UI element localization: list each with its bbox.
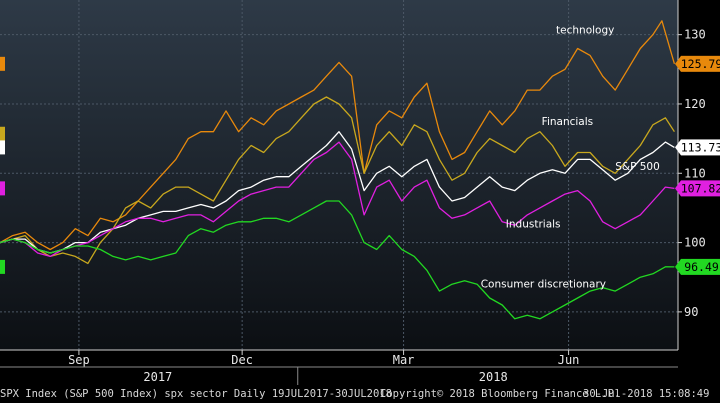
left-value-marker — [0, 181, 5, 196]
series-annotation: technology — [556, 24, 614, 36]
y-tick-label: 130 — [684, 28, 706, 42]
y-tick-label: 100 — [684, 236, 706, 250]
left-markers — [0, 56, 5, 274]
last-value-label: 107.82 — [681, 181, 720, 195]
left-value-marker — [0, 56, 5, 71]
y-tick-label: 90 — [684, 305, 698, 319]
year-label: 2017 — [143, 370, 172, 384]
x-tick-label: Jun — [558, 353, 580, 367]
series-annotation: S&P 500 — [615, 161, 660, 173]
last-value-label: 113.73 — [681, 140, 720, 154]
series-line — [0, 200, 675, 320]
left-value-marker — [0, 140, 5, 155]
last-value-pointer — [675, 180, 681, 197]
series-line — [0, 20, 676, 251]
y-tick-label: 120 — [684, 97, 706, 111]
last-value-labels: 125.79 113.73 107.82 96.49 — [675, 55, 720, 275]
year-label: 2018 — [479, 370, 508, 384]
last-value-pointer — [675, 55, 681, 72]
axes: 90 100 110 120 130 Sep Dec Mar Jun 2017 2018 — [0, 0, 706, 385]
last-value-pointer — [675, 258, 681, 275]
last-value-label: 125.79 — [681, 57, 720, 71]
left-value-marker — [0, 126, 5, 141]
last-value-pointer — [675, 139, 681, 156]
last-value-label: 96.49 — [684, 260, 719, 274]
series-annotation: Consumer discretionary — [481, 279, 606, 291]
plot-background — [0, 0, 678, 350]
last-value-box — [681, 258, 720, 275]
annotation-layer: technology Financials S&P 500 Industrials Co… — [481, 24, 660, 290]
left-value-marker — [0, 259, 5, 274]
series-line — [0, 141, 675, 258]
series-annotation: Industrials — [506, 218, 561, 230]
footer-bar: SPX Index (S&P 500 Index) spx sector Dai… — [0, 385, 720, 403]
series-layer — [0, 20, 676, 320]
x-tick-label: Sep — [68, 353, 90, 367]
last-value-box — [681, 55, 720, 72]
footer-index-info: SPX Index (S&P 500 Index) spx sector Dai… — [0, 388, 392, 400]
footer-copyright: Copyright© 2018 Bloomberg Finance L.P. — [380, 388, 621, 400]
last-value-box — [681, 139, 720, 156]
last-value-box — [681, 180, 720, 197]
footer-timestamp: 30-Jul-2018 15:08:49 — [583, 388, 710, 400]
series-annotation: Financials — [542, 116, 593, 128]
y-tick-label: 110 — [684, 166, 706, 180]
x-tick-label: Mar — [393, 353, 415, 367]
x-tick-label: Dec — [231, 353, 253, 367]
